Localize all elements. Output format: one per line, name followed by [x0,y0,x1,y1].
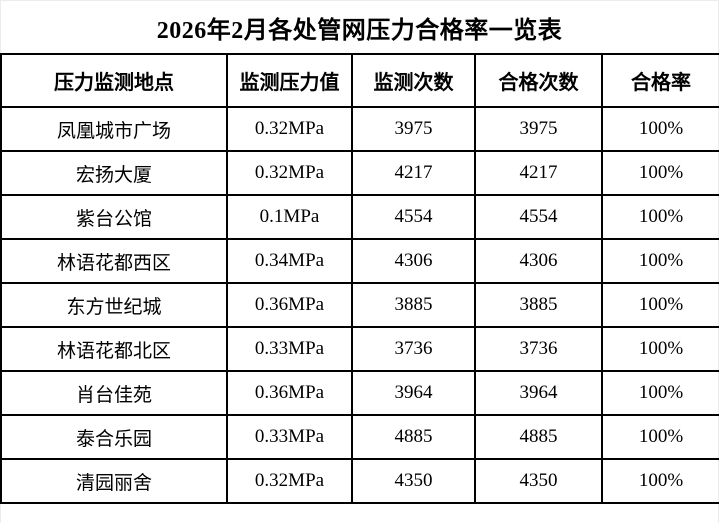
pressure-pass-rate-table: 压力监测地点 监测压力值 监测次数 合格次数 合格率 凤凰城市广场 0.32MP… [0,53,719,504]
cell-pass-count: 4554 [474,194,603,240]
table-row: 林语花都北区 0.33MPa 3736 3736 100% [0,326,719,372]
cell-pass-rate: 100% [601,370,719,416]
cell-monitor-count: 3885 [351,282,476,328]
column-header-location: 压力监测地点 [0,53,228,108]
cell-monitor-count: 3964 [351,370,476,416]
column-header-monitor-count: 监测次数 [351,53,476,108]
column-header-pressure: 监测压力值 [226,53,353,108]
cell-pressure: 0.32MPa [226,150,353,196]
cell-pass-count: 3885 [474,282,603,328]
cell-monitor-count: 3736 [351,326,476,372]
header-row: 压力监测地点 监测压力值 监测次数 合格次数 合格率 [0,53,719,108]
cell-location: 宏扬大厦 [0,150,228,196]
table-row: 宏扬大厦 0.32MPa 4217 4217 100% [0,150,719,196]
cell-pressure: 0.32MPa [226,458,353,504]
cell-pass-count: 3975 [474,106,603,152]
cell-pressure: 0.36MPa [226,282,353,328]
cell-location: 肖台佳苑 [0,370,228,416]
cell-pass-rate: 100% [601,106,719,152]
cell-pressure: 0.33MPa [226,414,353,460]
table-row: 林语花都西区 0.34MPa 4306 4306 100% [0,238,719,284]
cell-location: 凤凰城市广场 [0,106,228,152]
cell-pressure: 0.34MPa [226,238,353,284]
cell-monitor-count: 3975 [351,106,476,152]
title-band: 2026年2月各处管网压力合格率一览表 [1,1,718,53]
cell-pass-count: 4306 [474,238,603,284]
column-header-pass-count: 合格次数 [474,53,603,108]
cell-pass-rate: 100% [601,458,719,504]
cell-monitor-count: 4885 [351,414,476,460]
cell-pressure: 0.36MPa [226,370,353,416]
table-row: 凤凰城市广场 0.32MPa 3975 3975 100% [0,106,719,152]
cell-pass-count: 4885 [474,414,603,460]
cell-pass-count: 3736 [474,326,603,372]
page-title: 2026年2月各处管网压力合格率一览表 [156,17,563,44]
cell-location: 林语花都北区 [0,326,228,372]
cell-pass-count: 3964 [474,370,603,416]
cell-monitor-count: 4306 [351,238,476,284]
table-row: 肖台佳苑 0.36MPa 3964 3964 100% [0,370,719,416]
cell-pass-count: 4217 [474,150,603,196]
cell-monitor-count: 4217 [351,150,476,196]
cell-pass-rate: 100% [601,194,719,240]
cell-pass-rate: 100% [601,282,719,328]
cell-pressure: 0.1MPa [226,194,353,240]
table-row: 东方世纪城 0.36MPa 3885 3885 100% [0,282,719,328]
cell-location: 泰合乐园 [0,414,228,460]
cell-location: 清园丽舍 [0,458,228,504]
cell-pass-rate: 100% [601,414,719,460]
cell-location: 林语花都西区 [0,238,228,284]
table-row: 紫台公馆 0.1MPa 4554 4554 100% [0,194,719,240]
cell-pressure: 0.33MPa [226,326,353,372]
cell-pass-rate: 100% [601,326,719,372]
cell-location: 东方世纪城 [0,282,228,328]
cell-monitor-count: 4350 [351,458,476,504]
table-row: 清园丽舍 0.32MPa 4350 4350 100% [0,458,719,504]
cell-monitor-count: 4554 [351,194,476,240]
cell-pressure: 0.32MPa [226,106,353,152]
column-header-pass-rate: 合格率 [601,53,719,108]
cell-pass-rate: 100% [601,150,719,196]
cell-pass-rate: 100% [601,238,719,284]
table-row: 泰合乐园 0.33MPa 4885 4885 100% [0,414,719,460]
cell-location: 紫台公馆 [0,194,228,240]
cell-pass-count: 4350 [474,458,603,504]
